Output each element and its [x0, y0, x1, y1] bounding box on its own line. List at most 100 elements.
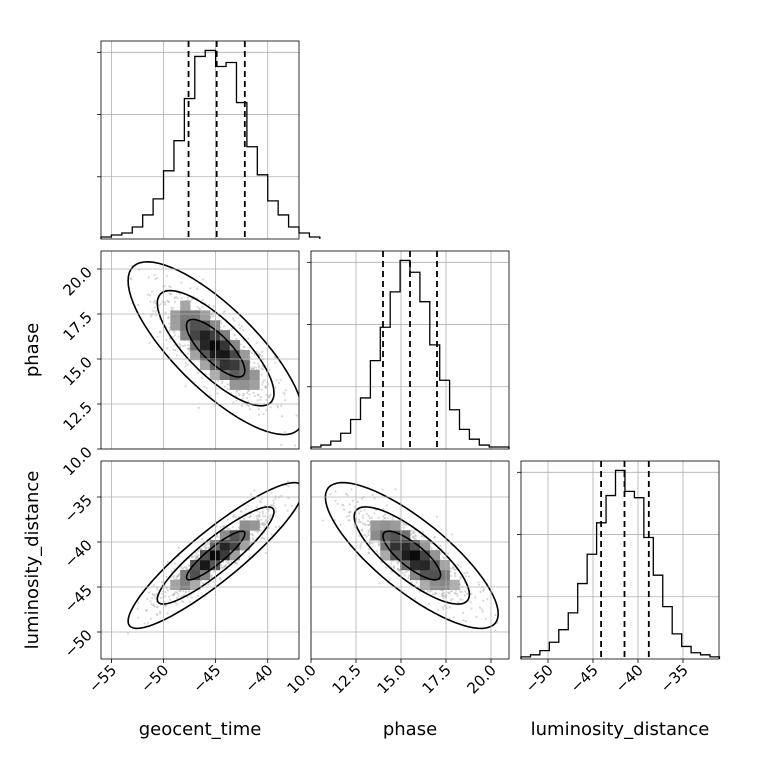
- scatter-point: [367, 529, 370, 532]
- scatter-point: [179, 589, 182, 592]
- scatter-point: [276, 406, 279, 409]
- density-cell: [229, 379, 240, 390]
- density-cell: [180, 310, 191, 321]
- scatter-point: [270, 533, 273, 536]
- scatter-point: [414, 597, 417, 600]
- grid-lines: [521, 461, 719, 659]
- scatter-point: [212, 570, 215, 573]
- scatter-point: [442, 608, 445, 611]
- scatter-point: [257, 413, 261, 416]
- scatter-point: [165, 587, 168, 590]
- density-cell: [249, 369, 260, 380]
- scatter-point: [223, 565, 226, 568]
- scatter-point: [182, 590, 185, 593]
- scatter-point: [248, 404, 251, 408]
- density-cell: [249, 520, 260, 531]
- scatter-point: [246, 391, 249, 395]
- density-cell: [380, 540, 391, 551]
- scatter-point: [238, 394, 241, 397]
- scatter-point: [172, 307, 175, 310]
- scatter-point: [161, 592, 164, 595]
- scatter-point: [196, 287, 199, 291]
- scatter-point: [255, 505, 258, 508]
- scatter-point: [381, 488, 384, 491]
- scatter-point: [222, 525, 225, 528]
- scatter-point: [166, 347, 169, 350]
- y-tick-label: 17.5: [59, 308, 95, 344]
- scatter-point: [281, 415, 284, 418]
- density-cell: [429, 560, 440, 571]
- scatter-point: [373, 497, 376, 500]
- scatter-point: [257, 513, 260, 517]
- scatter-point: [239, 510, 243, 513]
- scatter-point: [261, 510, 264, 513]
- scatter-point: [414, 535, 417, 538]
- y-tick-label: 12.5: [59, 398, 95, 434]
- scatter-point: [306, 485, 308, 487]
- scatter-point: [253, 395, 256, 398]
- scatter-point: [196, 306, 199, 309]
- density-cell: [400, 550, 411, 561]
- scatter-point: [223, 325, 226, 328]
- scatter-point: [403, 574, 406, 577]
- scatter-point: [272, 499, 275, 502]
- scatter-point: [394, 488, 397, 491]
- scatter-point: [259, 395, 262, 398]
- scatter-point: [414, 538, 417, 541]
- density-cell: [219, 340, 230, 351]
- density-cell: [419, 569, 431, 581]
- scatter-point: [427, 602, 430, 605]
- scatter-point: [404, 571, 407, 574]
- scatter-point: [234, 515, 237, 519]
- scatter-point: [364, 533, 367, 537]
- scatter-point: [248, 516, 251, 519]
- density-cell: [200, 320, 211, 331]
- density-cell: [180, 300, 191, 311]
- scatter-point: [461, 611, 465, 615]
- scatter-point: [262, 381, 265, 384]
- scatter-point: [174, 348, 177, 352]
- scatter-point: [274, 361, 277, 364]
- scatter-point: [478, 606, 482, 609]
- scatter-point: [453, 571, 456, 574]
- density-cell: [190, 310, 201, 321]
- scatter-point: [464, 620, 467, 623]
- x-tick-label: 15.0: [373, 661, 409, 697]
- x-tick-label: −40: [241, 661, 276, 696]
- density-cell: [229, 369, 240, 380]
- density-cell: [229, 550, 240, 561]
- scatter-point: [203, 544, 206, 547]
- scatter-point: [368, 542, 371, 545]
- x-tick-label: 10.0: [283, 661, 319, 697]
- y-ticks-luminosity_distance: −50 −45 −40 −35: [61, 491, 101, 661]
- scatter-point: [258, 511, 261, 514]
- scatter-point: [435, 515, 438, 518]
- scatter-point: [207, 583, 210, 587]
- scatter-point: [457, 563, 460, 566]
- scatter-point: [261, 515, 265, 518]
- scatter-point: [364, 523, 367, 527]
- scatter-point: [439, 552, 442, 556]
- scatter-point: [450, 574, 453, 578]
- scatter-point: [259, 398, 262, 401]
- scatter-point: [153, 299, 156, 302]
- scatter-point: [180, 600, 184, 603]
- density-cell: [410, 569, 421, 581]
- scatter-point: [466, 571, 469, 574]
- scatter-point: [231, 317, 235, 320]
- scatter-point: [151, 309, 154, 312]
- density-cell: [200, 330, 211, 341]
- scatter-point: [280, 494, 283, 497]
- scatter-point: [348, 514, 351, 518]
- scatter-point: [265, 398, 268, 401]
- y-tick-label: 10.0: [59, 443, 95, 479]
- scatter-point: [242, 328, 245, 332]
- scatter-point: [166, 612, 169, 615]
- scatter-point: [224, 563, 227, 566]
- scatter-point: [464, 590, 467, 593]
- scatter-point: [181, 567, 185, 570]
- scatter-point: [151, 290, 154, 293]
- scatter-point: [169, 598, 172, 601]
- density-cell: [439, 560, 450, 571]
- scatter-point: [371, 493, 374, 496]
